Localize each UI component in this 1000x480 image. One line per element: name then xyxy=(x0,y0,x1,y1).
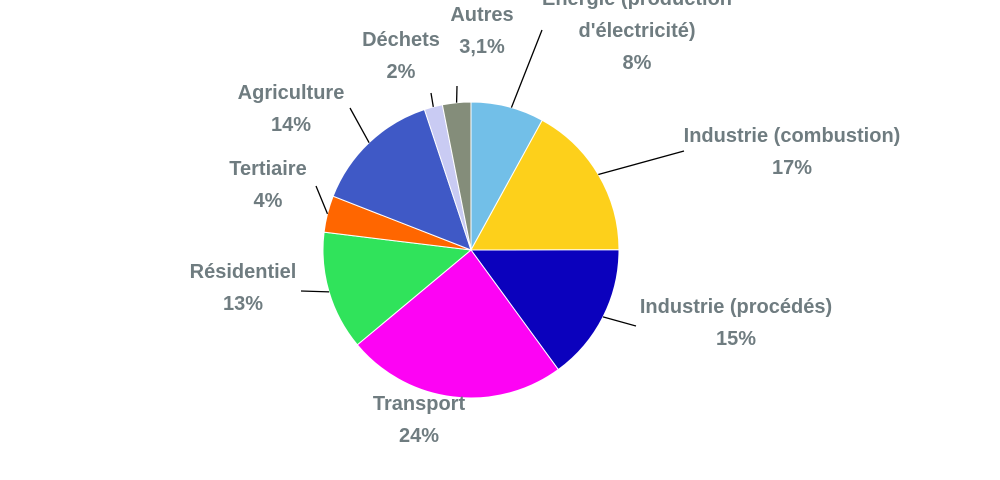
slice-name-autres: Autres xyxy=(450,4,513,26)
slice-labels: Energie (production d'électricité) 8% Indus… xyxy=(190,0,901,447)
slice-label-industrie-combustion: Industrie (combustion) 17% xyxy=(684,125,901,179)
pie-slices xyxy=(322,101,620,399)
leader-line-dechets xyxy=(430,92,434,108)
leader-line-energie xyxy=(510,29,543,108)
leader-line-residentiel xyxy=(300,290,330,293)
leader-line-industrie-procedes xyxy=(602,316,637,327)
slice-name-energie: d'électricité) xyxy=(578,20,695,42)
leader-line-industrie-combustion xyxy=(598,150,685,176)
slice-label-industrie-procedes: Industrie (procédés) 15% xyxy=(640,296,832,350)
slice-label-dechets: Déchets 2% xyxy=(362,29,440,83)
leader-lines xyxy=(300,29,685,327)
leader-line-tertiaire xyxy=(315,185,329,215)
slice-percent-agriculture: 14% xyxy=(271,114,311,136)
slice-name-agriculture: Agriculture xyxy=(238,82,345,104)
slice-percent-industrie-procedes: 15% xyxy=(716,328,756,350)
pie-slice-agriculture xyxy=(332,108,472,251)
slice-percent-dechets: 2% xyxy=(387,61,416,83)
slice-name-energie: Energie (production xyxy=(542,0,732,10)
slice-name-transport: Transport xyxy=(373,393,466,415)
slice-percent-autres: 3,1% xyxy=(459,36,505,58)
slice-name-tertiaire: Tertiaire xyxy=(229,158,306,180)
slice-label-tertiaire: Tertiaire 4% xyxy=(229,158,306,212)
leader-line-agriculture xyxy=(349,107,370,144)
pie-slice-transport xyxy=(356,249,559,399)
slice-name-residentiel: Résidentiel xyxy=(190,261,297,283)
slice-label-energie: Energie (production d'électricité) 8% xyxy=(542,0,732,74)
slice-percent-residentiel: 13% xyxy=(223,293,263,315)
slice-percent-industrie-combustion: 17% xyxy=(772,157,812,179)
slice-name-industrie-procedes: Industrie (procédés) xyxy=(640,296,832,318)
slice-percent-tertiaire: 4% xyxy=(254,190,283,212)
slice-label-transport: Transport 24% xyxy=(373,393,466,447)
slice-label-agriculture: Agriculture 14% xyxy=(238,82,345,136)
slice-label-residentiel: Résidentiel 13% xyxy=(190,261,297,315)
slice-name-industrie-combustion: Industrie (combustion) xyxy=(684,125,901,147)
slice-percent-transport: 24% xyxy=(399,425,439,447)
slice-percent-energie: 8% xyxy=(623,52,652,74)
slice-label-autres: Autres 3,1% xyxy=(450,4,513,58)
slice-name-dechets: Déchets xyxy=(362,29,440,51)
